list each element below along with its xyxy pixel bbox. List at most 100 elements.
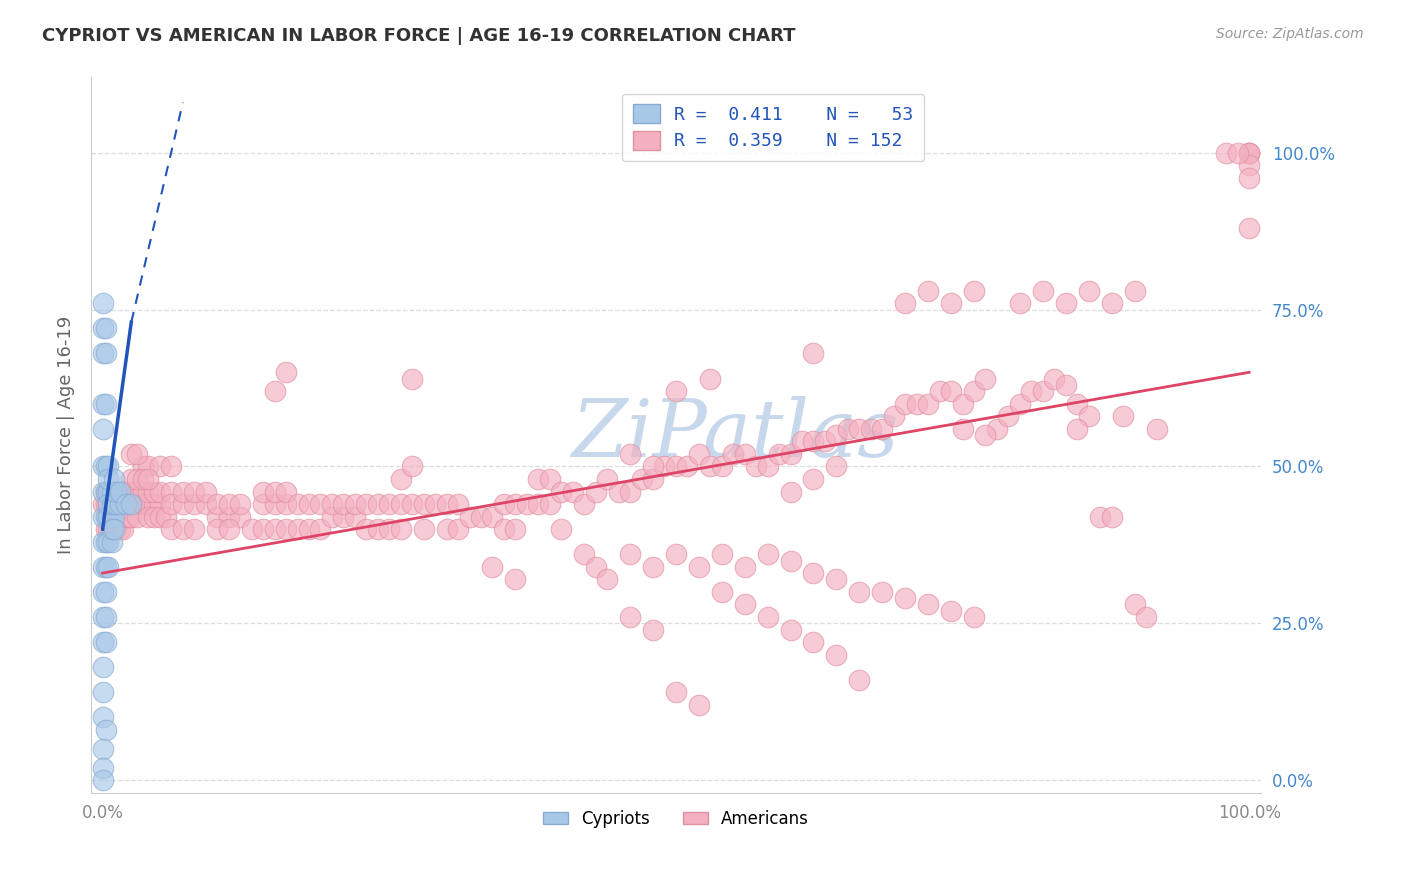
Point xyxy=(1101,509,1123,524)
Point xyxy=(1123,284,1146,298)
Point xyxy=(423,497,446,511)
Point xyxy=(814,434,837,449)
Point xyxy=(97,484,120,499)
Point xyxy=(309,522,332,536)
Point xyxy=(229,509,252,524)
Point xyxy=(848,673,870,687)
Point xyxy=(356,497,378,511)
Point xyxy=(103,484,125,499)
Point xyxy=(710,459,733,474)
Point xyxy=(160,484,183,499)
Point xyxy=(112,497,135,511)
Point xyxy=(447,522,470,536)
Point xyxy=(1237,221,1260,235)
Point xyxy=(516,497,538,511)
Point xyxy=(986,422,1008,436)
Point xyxy=(125,484,148,499)
Point xyxy=(688,447,710,461)
Point xyxy=(97,484,120,499)
Point xyxy=(1237,158,1260,172)
Point xyxy=(803,346,825,360)
Point xyxy=(194,484,217,499)
Point xyxy=(619,610,641,624)
Point xyxy=(101,484,124,499)
Point xyxy=(389,497,412,511)
Point xyxy=(194,497,217,511)
Point xyxy=(538,472,561,486)
Point xyxy=(505,522,527,536)
Point xyxy=(436,522,458,536)
Point xyxy=(1237,145,1260,160)
Point xyxy=(97,472,120,486)
Point xyxy=(97,522,120,536)
Point xyxy=(207,509,229,524)
Point xyxy=(274,522,297,536)
Point xyxy=(298,497,321,511)
Point xyxy=(745,459,768,474)
Point xyxy=(124,497,146,511)
Point xyxy=(665,547,688,561)
Point xyxy=(114,484,136,499)
Point xyxy=(665,459,688,474)
Point xyxy=(710,547,733,561)
Point xyxy=(97,534,120,549)
Point xyxy=(91,497,114,511)
Point xyxy=(837,422,859,436)
Point xyxy=(101,522,124,536)
Point xyxy=(103,522,125,536)
Point xyxy=(263,384,285,398)
Point xyxy=(103,509,125,524)
Point xyxy=(263,522,285,536)
Point xyxy=(91,397,114,411)
Point xyxy=(91,321,114,335)
Point xyxy=(619,547,641,561)
Point xyxy=(825,428,848,442)
Point xyxy=(97,497,120,511)
Point xyxy=(1215,145,1237,160)
Point xyxy=(894,591,917,606)
Point xyxy=(505,572,527,586)
Point xyxy=(401,459,423,474)
Point xyxy=(974,371,997,385)
Point xyxy=(596,472,619,486)
Point xyxy=(1237,145,1260,160)
Point xyxy=(207,497,229,511)
Point xyxy=(143,497,166,511)
Point xyxy=(94,346,117,360)
Point xyxy=(91,559,114,574)
Point xyxy=(481,509,503,524)
Point xyxy=(561,484,583,499)
Point xyxy=(97,497,120,511)
Point xyxy=(125,497,148,511)
Point xyxy=(538,497,561,511)
Point xyxy=(103,497,125,511)
Text: ZiPatlas: ZiPatlas xyxy=(571,396,898,474)
Point xyxy=(172,484,194,499)
Point xyxy=(138,459,160,474)
Point xyxy=(1077,409,1099,424)
Point xyxy=(105,484,128,499)
Point xyxy=(132,484,155,499)
Legend: Cypriots, Americans: Cypriots, Americans xyxy=(536,803,815,834)
Point xyxy=(389,522,412,536)
Point xyxy=(94,484,117,499)
Point xyxy=(447,497,470,511)
Point xyxy=(997,409,1019,424)
Point xyxy=(94,585,117,599)
Point xyxy=(91,534,114,549)
Point xyxy=(108,522,131,536)
Point xyxy=(803,472,825,486)
Point xyxy=(721,447,744,461)
Point xyxy=(619,447,641,461)
Point xyxy=(108,484,131,499)
Point xyxy=(112,484,135,499)
Point xyxy=(1066,397,1088,411)
Point xyxy=(155,509,177,524)
Point xyxy=(367,497,389,511)
Point xyxy=(825,459,848,474)
Point xyxy=(172,522,194,536)
Point xyxy=(1101,296,1123,310)
Point xyxy=(699,371,721,385)
Point xyxy=(160,522,183,536)
Point xyxy=(105,509,128,524)
